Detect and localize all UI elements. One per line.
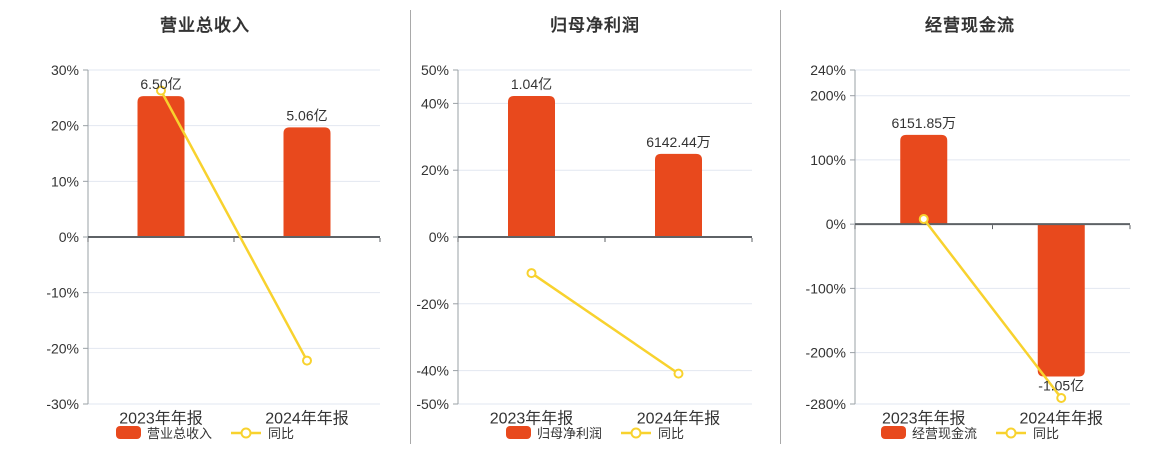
legend-bar-item: 归母净利润 — [505, 423, 602, 442]
chart-legend: 经营现金流 同比 — [780, 423, 1160, 442]
y-axis-label: 20% — [421, 162, 449, 178]
legend-bar-label: 经营现金流 — [911, 426, 977, 441]
bar-series-swatch-icon — [880, 426, 906, 439]
y-axis-label: 20% — [51, 118, 79, 134]
legend-line-item: 同比 — [230, 423, 294, 442]
bar-2023年年报 — [137, 96, 185, 237]
yoy-line — [159, 90, 309, 362]
chart-legend: 营业总收入 同比 — [0, 423, 410, 442]
yoy-point — [918, 214, 929, 225]
x-axis-label: 2024年年报 — [637, 410, 721, 428]
bar-2023年年报 — [508, 96, 555, 237]
y-axis-label: -10% — [46, 285, 79, 301]
legend-line-item: 同比 — [995, 423, 1059, 442]
net-profit-chart-canvas: 50% 40% 20% 0% -20% -40% -50% 1.04亿 6142.44万 2023… — [416, 62, 753, 428]
legend-line-label: 同比 — [1033, 426, 1060, 441]
x-axis-label: 2024年年报 — [1019, 410, 1103, 428]
bar-value-label: 6151.85万 — [891, 115, 956, 131]
bar-value-label: 5.06亿 — [286, 107, 327, 123]
chart-legend: 归母净利润 同比 — [410, 423, 780, 442]
y-axis-label: -40% — [416, 363, 449, 379]
line-series-marker-icon — [621, 427, 651, 438]
bar-2024年年报 — [283, 127, 331, 237]
y-axis-label: 40% — [421, 95, 449, 111]
y-axis-label: 0% — [826, 216, 846, 232]
legend-line-label: 同比 — [268, 426, 295, 441]
yoy-point — [156, 85, 166, 96]
yoy-point — [526, 268, 537, 279]
chart-title: 营业总收入 — [160, 16, 250, 35]
line-series-marker-icon — [996, 427, 1026, 438]
legend-bar-item: 营业总收入 — [115, 423, 212, 442]
legend-bar-item: 经营现金流 — [880, 423, 977, 442]
x-axis-label: 2023年年报 — [119, 410, 203, 428]
y-axis-label: -200% — [806, 345, 846, 361]
y-axis-label: -20% — [46, 340, 79, 356]
bar-2024年年报 — [1037, 224, 1085, 377]
legend-line-label: 同比 — [658, 426, 685, 441]
y-axis-label: 50% — [421, 62, 449, 78]
panel-operating-cash-flow: 经营现金流 240% 200% 100% 0% -100% -200% -280% 6151.… — [780, 0, 1160, 450]
panel-net-profit: 归母净利润 50% 40% 20% 0% -20% -40% -50% 1.04亿 6142.4… — [410, 0, 780, 450]
panel-divider — [410, 10, 411, 444]
y-axis-label: -50% — [416, 396, 449, 412]
yoy-line — [530, 272, 680, 375]
bar-series-swatch-icon — [505, 426, 531, 439]
y-axis-label: 240% — [810, 62, 846, 78]
y-axis-label: 200% — [810, 88, 846, 104]
yoy-point — [673, 368, 684, 379]
y-axis-label: 0% — [429, 229, 449, 245]
chart-title: 归母净利润 — [550, 16, 640, 35]
y-axis-label: 30% — [51, 62, 79, 78]
x-axis-label: 2023年年报 — [882, 410, 966, 428]
bar-2023年年报 — [900, 134, 948, 225]
bar-series-swatch-icon — [115, 426, 141, 439]
x-axis-label: 2024年年报 — [265, 410, 349, 428]
y-axis-label: 0% — [59, 229, 79, 245]
legend-bar-label: 归母净利润 — [536, 426, 602, 441]
bar-value-label: 1.04亿 — [511, 76, 552, 92]
chart-title: 经营现金流 — [925, 16, 1015, 35]
y-axis-label: -20% — [416, 296, 449, 312]
y-axis-label: -280% — [806, 396, 846, 412]
yoy-point — [1056, 393, 1067, 404]
panel-divider — [780, 10, 781, 444]
line-series-marker-icon — [231, 427, 261, 438]
yoy-point — [302, 355, 312, 366]
legend-bar-label: 营业总收入 — [146, 426, 212, 441]
bar-value-label: 6.50亿 — [140, 76, 181, 92]
revenue-chart-canvas: 30% 20% 10% 0% -10% -20% -30% 6.50亿 5.06亿 2023年年报… — [46, 62, 381, 428]
bar-value-label: 6142.44万 — [646, 134, 711, 150]
bar-value-label: -1.05亿 — [1038, 378, 1084, 394]
y-axis-label: -100% — [806, 280, 846, 296]
legend-line-item: 同比 — [620, 423, 684, 442]
x-axis-label: 2023年年报 — [490, 410, 574, 428]
yoy-line — [922, 218, 1063, 399]
panel-revenue: 营业总收入 30% 20% 10% 0% -10% -20% -30% 6.50亿 5.06亿 2… — [0, 0, 410, 450]
y-axis-label: -30% — [46, 396, 79, 412]
y-axis-label: 10% — [51, 173, 79, 189]
bar-2024年年报 — [655, 153, 702, 237]
y-axis-label: 100% — [810, 152, 846, 168]
operating-cash-flow-chart-canvas: 240% 200% 100% 0% -100% -200% -280% 6151.85万 -1.… — [806, 62, 1131, 428]
